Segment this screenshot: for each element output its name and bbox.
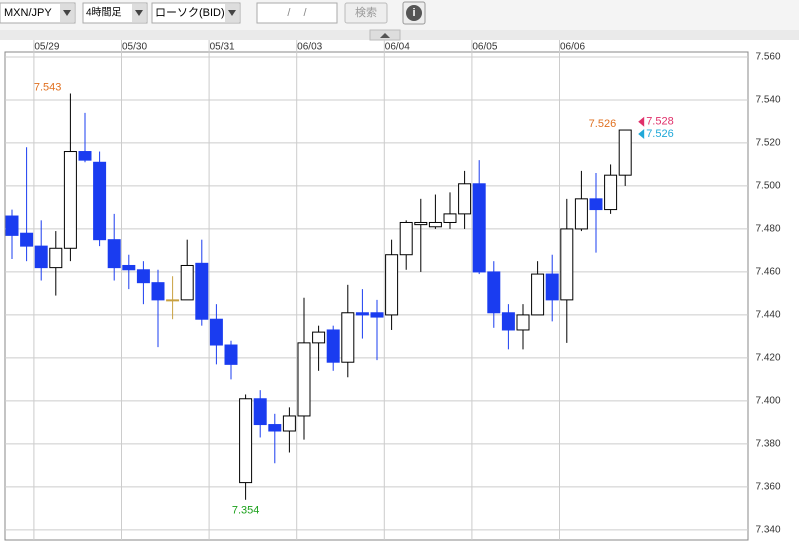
y-tick-label: 7.440	[755, 310, 780, 321]
x-tick-label: 05/31	[210, 42, 235, 53]
candle-body	[589, 198, 603, 211]
candle-body	[224, 344, 238, 365]
y-tick-label: 7.500	[755, 181, 780, 192]
y-tick-label: 7.560	[755, 52, 780, 63]
candle-body	[239, 398, 253, 484]
candle-body	[20, 232, 34, 247]
candle-body	[560, 228, 574, 301]
candle-body	[399, 221, 413, 256]
y-tick-label: 7.420	[755, 353, 780, 364]
candle-body	[385, 254, 399, 316]
candle-body	[209, 318, 223, 346]
y-tick-label: 7.360	[755, 482, 780, 493]
y-tick-label: 7.460	[755, 267, 780, 278]
low-label: 7.354	[232, 505, 260, 517]
candle-body	[355, 312, 369, 316]
candle-body	[531, 273, 545, 316]
x-tick-label: 06/03	[297, 42, 322, 53]
arrow-icon	[135, 10, 143, 16]
candle-body	[516, 314, 530, 331]
candle-body	[472, 183, 486, 273]
candle-body	[282, 415, 296, 432]
y-tick-label: 7.400	[755, 396, 780, 407]
high-label: 7.543	[34, 81, 62, 93]
candle-body	[501, 312, 515, 331]
info-text: i	[412, 7, 415, 19]
date-input[interactable]	[256, 2, 338, 24]
candle-body	[166, 299, 180, 302]
candle-body	[93, 161, 107, 241]
search-text: 検索	[355, 5, 377, 19]
x-tick-label: 05/29	[34, 42, 59, 53]
collapse-icon	[380, 33, 390, 38]
plot: 7.340 7.360 7.380 7.400 7.420 7.440 7.460 7.480…	[5, 40, 781, 540]
pair-select[interactable]	[0, 2, 76, 24]
candle-body	[63, 151, 77, 249]
chart-kind-text: ローソク(BID)	[155, 6, 225, 19]
candle-body	[180, 264, 194, 301]
candle-body	[78, 151, 92, 161]
x-tick-label: 06/06	[560, 42, 585, 53]
candle-body	[487, 271, 501, 314]
x-tick-label: 06/04	[385, 42, 410, 53]
y-tick-label: 7.340	[755, 525, 780, 536]
candle-body	[268, 424, 282, 432]
ask-label: 7.528	[646, 116, 674, 128]
candle-body	[326, 329, 340, 363]
bid-label: 7.526	[646, 128, 674, 140]
candle-body	[107, 239, 121, 269]
candle-body	[604, 174, 618, 211]
candle-body	[34, 245, 48, 269]
y-tick-label: 7.380	[755, 439, 780, 450]
pair-text: MXN/JPY	[4, 7, 52, 19]
candle-body	[458, 183, 472, 215]
y-tick-label: 7.480	[755, 224, 780, 235]
bid-marker	[638, 129, 645, 140]
candle-body	[545, 273, 559, 301]
date-placeholder: / /	[287, 7, 307, 19]
candle-body	[297, 342, 311, 417]
x-tick-label: 05/30	[122, 42, 147, 53]
search-button[interactable]	[344, 2, 388, 24]
high-label: 7.526	[589, 118, 617, 130]
candle-body	[341, 312, 355, 363]
x-tick-label: 06/05	[472, 42, 497, 53]
candle-body	[370, 312, 384, 318]
chart-kind-select[interactable]	[151, 2, 241, 24]
info-icon	[406, 5, 422, 21]
candle-body	[312, 331, 326, 344]
arrow-icon	[228, 10, 236, 16]
candle-body	[574, 198, 588, 230]
candle-body	[122, 264, 136, 271]
arrow-icon	[63, 10, 71, 16]
candle-body	[618, 129, 632, 176]
candle-body	[136, 269, 150, 284]
y-tick-label: 7.540	[755, 95, 780, 106]
candle-body	[195, 262, 209, 320]
candle-body	[5, 215, 19, 236]
candle-body	[253, 398, 267, 426]
candle-body	[428, 221, 442, 228]
candle-body	[414, 221, 428, 226]
candle-body	[49, 247, 63, 269]
timeframe-text: 4時間足	[86, 7, 122, 19]
timeframe-select[interactable]	[82, 2, 148, 24]
plot-area	[4, 51, 749, 541]
candle-body	[443, 213, 457, 223]
y-tick-label: 7.520	[755, 138, 780, 149]
ask-marker	[638, 116, 645, 127]
candle-body	[151, 282, 165, 301]
